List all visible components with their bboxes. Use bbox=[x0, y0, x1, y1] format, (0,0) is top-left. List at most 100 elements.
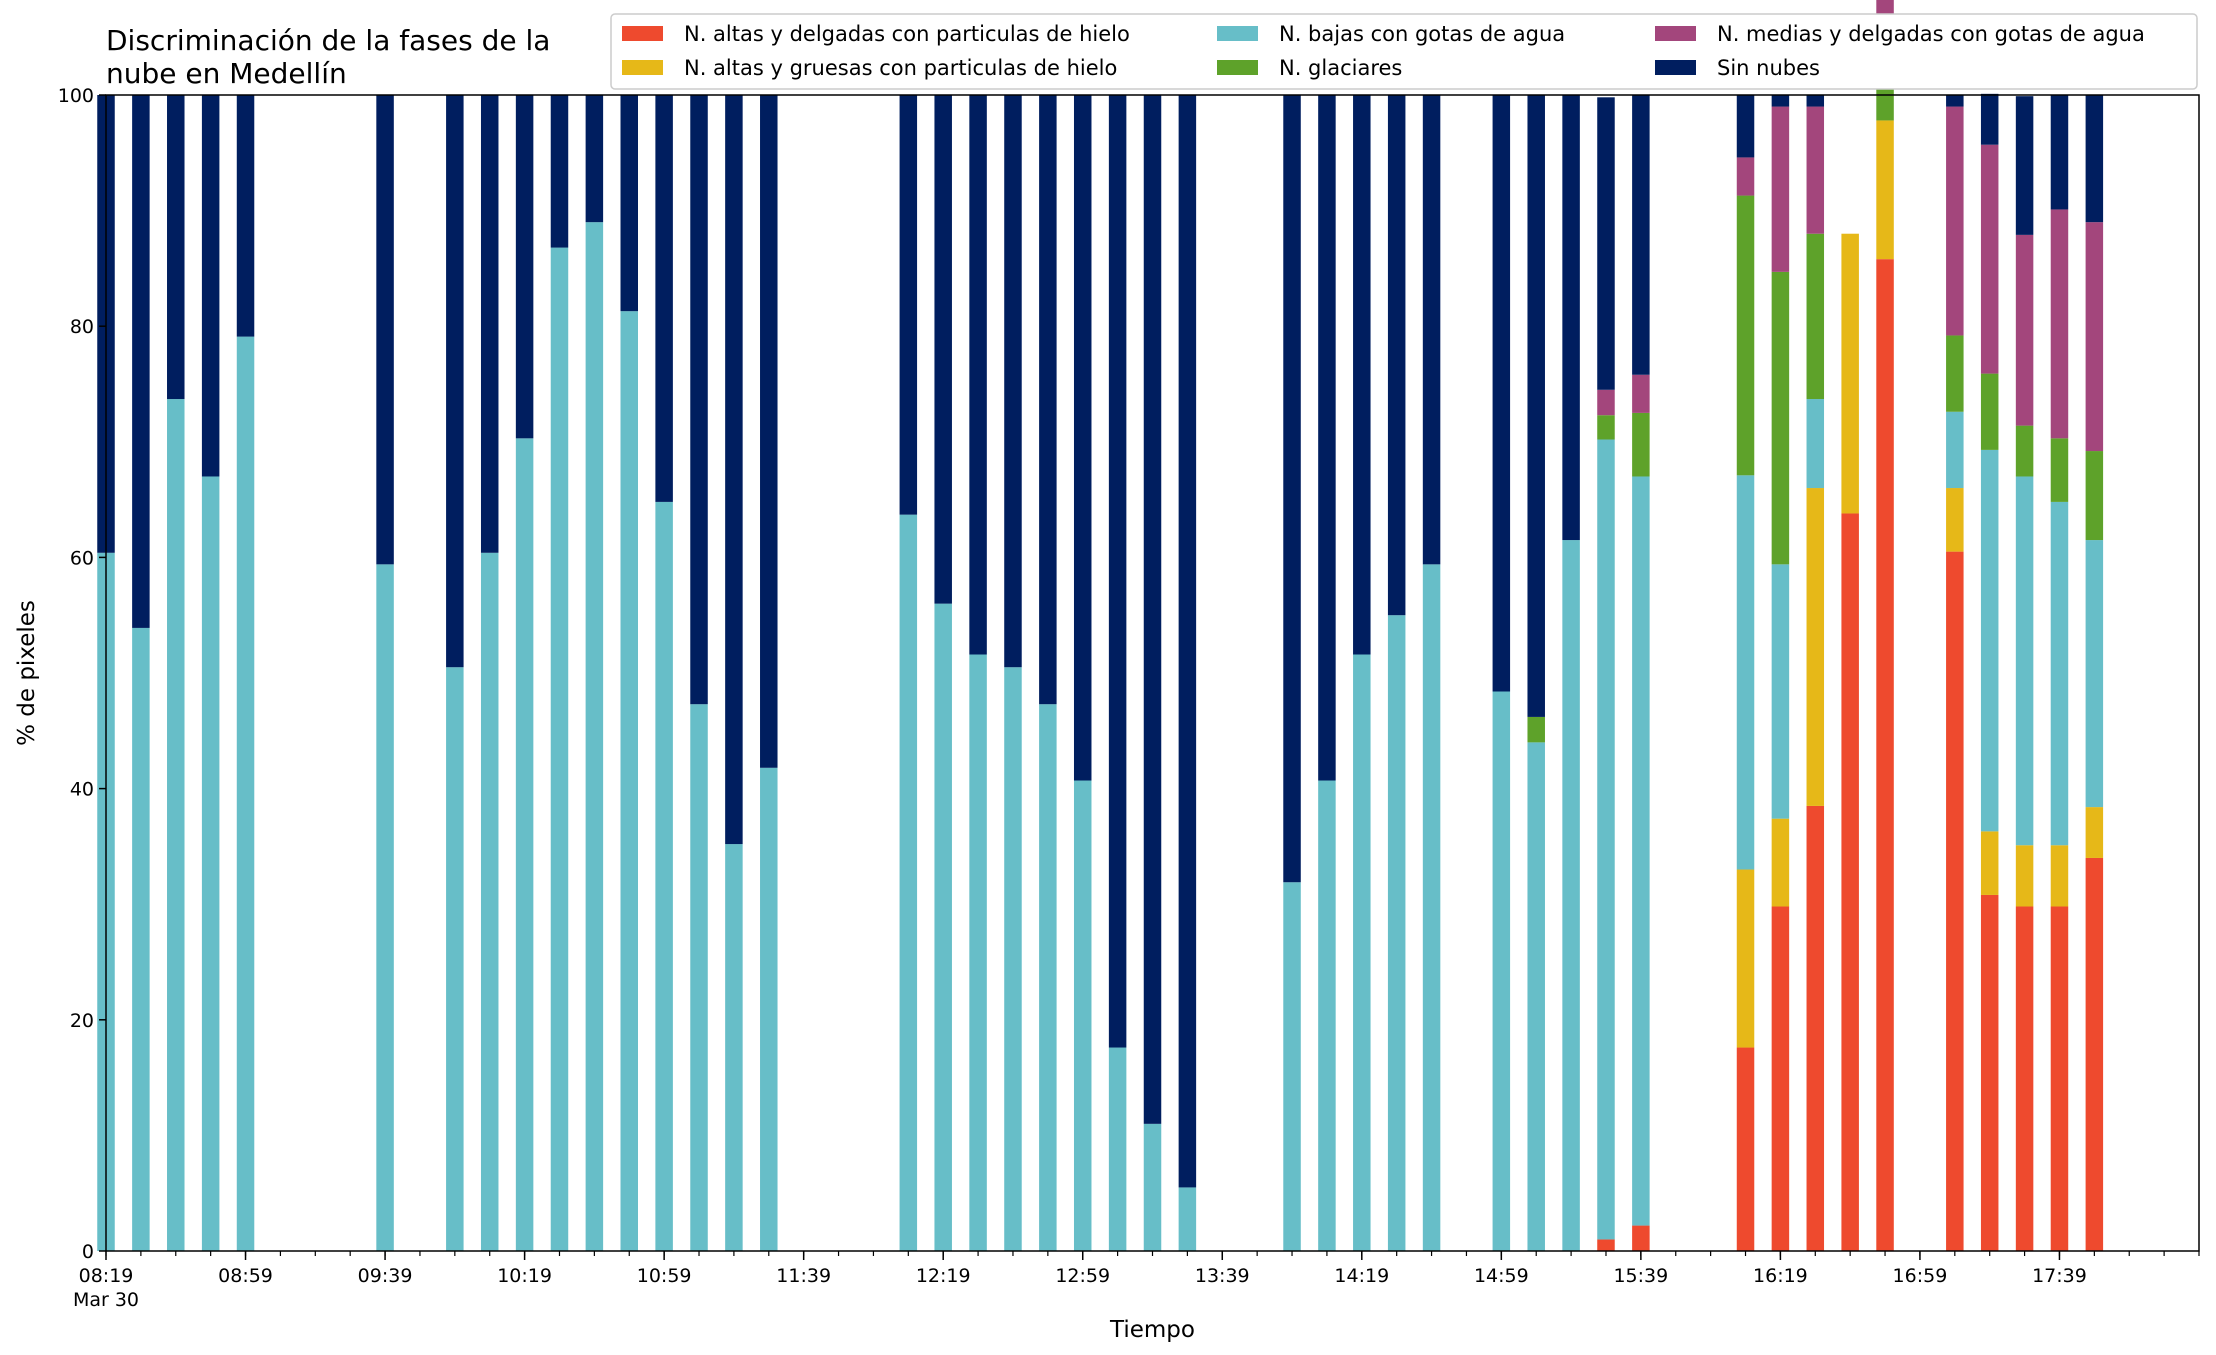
bar-segment bbox=[2050, 845, 2069, 907]
bar-segment bbox=[201, 476, 220, 1252]
legend-swatch bbox=[1217, 26, 1258, 41]
bar-segment bbox=[376, 95, 394, 565]
bar-segment bbox=[1980, 144, 1999, 374]
y-tick-label: 100 bbox=[58, 85, 94, 107]
bar-segment bbox=[2050, 95, 2069, 210]
bar-segment bbox=[1143, 1123, 1162, 1251]
bar-segment bbox=[2050, 906, 2069, 1251]
bar-segment bbox=[1980, 831, 1999, 895]
bar-segment bbox=[515, 95, 534, 439]
bar-segment bbox=[1946, 411, 1964, 489]
bar-segment bbox=[2085, 451, 2104, 541]
bar-segment bbox=[2015, 96, 2034, 235]
bar-segment bbox=[1353, 654, 1371, 1251]
bar-segment bbox=[2085, 222, 2104, 452]
legend-item: N. glaciares bbox=[1217, 56, 1402, 80]
y-axis: 0 20 40 60 80 100 bbox=[58, 85, 106, 1263]
bar-segment bbox=[1283, 95, 1301, 883]
bar-segment bbox=[1946, 95, 1964, 107]
legend-item: N. bajas con gotas de agua bbox=[1217, 22, 1565, 46]
bar-segment bbox=[2050, 209, 2069, 439]
bar-segment bbox=[1632, 412, 1650, 477]
bar-segment bbox=[1597, 415, 1615, 440]
bar-segment bbox=[1736, 157, 1755, 196]
bar-segment bbox=[201, 95, 220, 477]
bar-segment bbox=[1527, 95, 1545, 717]
bar-segment bbox=[446, 95, 464, 668]
x-tick-label: 08:19 bbox=[79, 1265, 134, 1287]
bar-segment bbox=[1562, 540, 1580, 1251]
x-tick-label: 09:39 bbox=[358, 1265, 413, 1287]
bar-segment bbox=[760, 767, 778, 1251]
bar-segment bbox=[934, 95, 952, 604]
bar-segment bbox=[1527, 716, 1545, 743]
bar-segment bbox=[1597, 1239, 1615, 1251]
bar-segment bbox=[1980, 373, 1999, 450]
legend-item: N. altas y gruesas con particulas de hie… bbox=[622, 56, 1117, 80]
bar-segment bbox=[1806, 106, 1825, 234]
y-tick-label: 20 bbox=[70, 1010, 94, 1032]
bar-segment bbox=[969, 95, 987, 655]
x-axis-label: Tiempo bbox=[1109, 1317, 1195, 1343]
bar-segment bbox=[655, 501, 673, 1251]
bar-segment bbox=[1806, 233, 1825, 400]
bar-segment bbox=[1178, 1187, 1197, 1251]
bar-segment bbox=[515, 438, 534, 1252]
bar-segment bbox=[1736, 195, 1755, 476]
bar-segment bbox=[585, 222, 604, 1251]
bar-segment bbox=[1492, 691, 1511, 1251]
bars-layer bbox=[97, 0, 2104, 1252]
legend-label: N. altas y gruesas con particulas de hie… bbox=[684, 56, 1117, 80]
legend-box bbox=[610, 13, 2198, 90]
bar-segment bbox=[2015, 476, 2034, 846]
bar-segment bbox=[934, 603, 952, 1251]
legend: N. altas y delgadas con particulas de hi… bbox=[610, 13, 2198, 90]
bar-segment bbox=[2085, 540, 2104, 808]
bar-segment bbox=[1946, 551, 1964, 1251]
bar-segment bbox=[376, 564, 394, 1251]
bar-segment bbox=[2085, 857, 2104, 1251]
x-tick-label: 12:59 bbox=[1055, 1265, 1110, 1287]
bar-segment bbox=[1980, 93, 1999, 145]
x-tick-label: 10:19 bbox=[497, 1265, 552, 1287]
bar-segment bbox=[2015, 234, 2034, 426]
bar-segment bbox=[1806, 805, 1825, 1251]
x-tick-label: 14:19 bbox=[1334, 1265, 1389, 1287]
bar-segment bbox=[236, 336, 255, 1252]
bar-segment bbox=[690, 704, 708, 1251]
bar-segment bbox=[2050, 438, 2069, 502]
legend-item: N. altas y delgadas con particulas de hi… bbox=[622, 22, 1130, 46]
x-tick-label: 16:19 bbox=[1753, 1265, 1808, 1287]
bar-segment bbox=[1806, 95, 1825, 107]
legend-swatch bbox=[622, 60, 663, 75]
bar-segment bbox=[446, 667, 464, 1251]
x-tick-label: 13:39 bbox=[1195, 1265, 1250, 1287]
bar-segment bbox=[655, 95, 673, 502]
bar-segment bbox=[1562, 95, 1580, 541]
bar-segment bbox=[899, 95, 918, 515]
bar-segment bbox=[1597, 389, 1615, 416]
bar-segment bbox=[1632, 476, 1650, 1226]
bar-segment bbox=[1771, 106, 1790, 272]
bar-segment bbox=[1980, 894, 1999, 1251]
y-tick-label: 60 bbox=[70, 547, 94, 569]
y-axis-label: % de pixeles bbox=[14, 600, 40, 746]
bar-segment bbox=[899, 514, 918, 1251]
bar-segment bbox=[969, 654, 987, 1251]
bar-segment bbox=[1806, 488, 1825, 806]
bar-segment bbox=[480, 95, 499, 553]
bar-segment bbox=[1039, 704, 1057, 1251]
x-tick-label: 14:59 bbox=[1474, 1265, 1529, 1287]
legend-label: N. altas y delgadas con particulas de hi… bbox=[684, 22, 1130, 46]
legend-swatch bbox=[1217, 60, 1258, 75]
bar-segment bbox=[1039, 95, 1057, 705]
legend-label: N. bajas con gotas de agua bbox=[1279, 22, 1565, 46]
y-tick-label: 0 bbox=[82, 1241, 94, 1263]
bar-segment bbox=[1387, 95, 1406, 616]
bar-segment bbox=[690, 95, 708, 705]
bar-segment bbox=[167, 399, 185, 1251]
bar-segment bbox=[760, 95, 778, 768]
